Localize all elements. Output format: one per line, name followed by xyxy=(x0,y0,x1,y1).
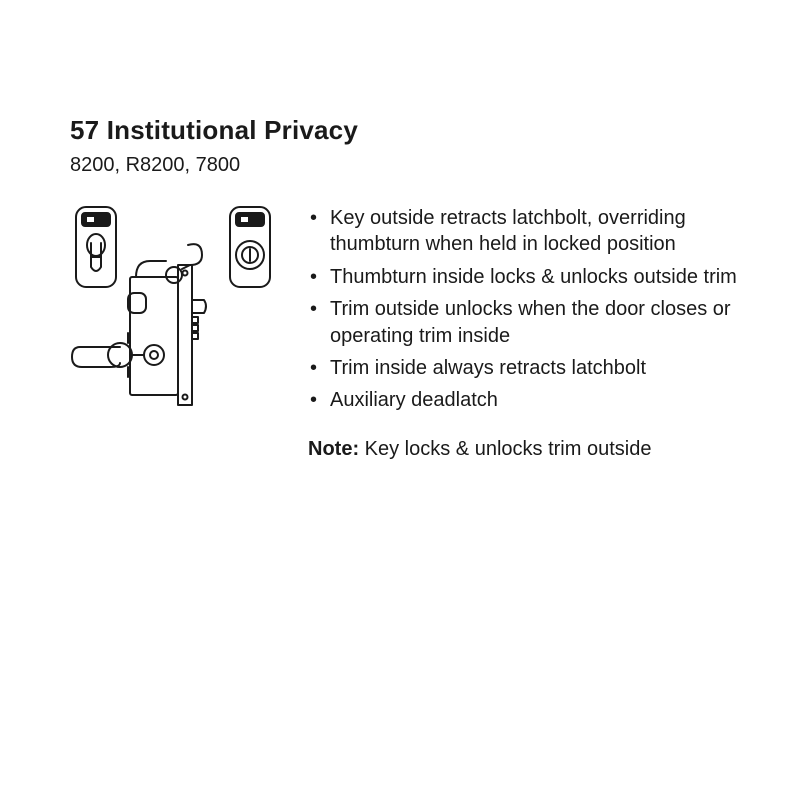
list-item: Trim outside unlocks when the door close… xyxy=(308,296,738,349)
list-item: Thumbturn inside locks & unlocks outside… xyxy=(308,264,738,290)
lever-handle-icon xyxy=(72,333,144,377)
content-row: Key outside retracts latchbolt, overridi… xyxy=(70,205,740,463)
description-column: Key outside retracts latchbolt, overridi… xyxy=(308,205,738,463)
mortise-body-icon xyxy=(128,244,206,405)
list-item: Key outside retracts latchbolt, overridi… xyxy=(308,205,738,258)
note-text: Key locks & unlocks trim outside xyxy=(359,438,651,460)
list-item: Auxiliary deadlatch xyxy=(308,387,738,413)
lock-diagram xyxy=(70,205,280,425)
note-line: Note: Key locks & unlocks trim outside xyxy=(308,436,738,463)
note-label: Note: xyxy=(308,438,359,460)
right-escutcheon-icon xyxy=(230,207,270,287)
lock-diagram-svg xyxy=(70,205,280,425)
feature-list: Key outside retracts latchbolt, overridi… xyxy=(308,205,738,414)
page-title: 57 Institutional Privacy xyxy=(70,115,740,146)
left-escutcheon-icon xyxy=(76,207,116,287)
list-item: Trim inside always retracts latchbolt xyxy=(308,355,738,381)
page-subtitle: 8200, R8200, 7800 xyxy=(70,154,740,177)
